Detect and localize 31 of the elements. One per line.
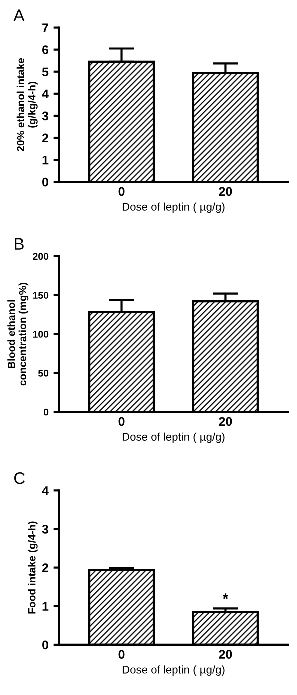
x-tick-label: 20 [219, 187, 232, 196]
y-tick-label: 0 [42, 178, 48, 187]
y-tick-label: 200 [33, 253, 49, 260]
y-tick-label: 3 [42, 525, 49, 534]
x-axis-title: Dose of leptin ( µg/g) [122, 202, 225, 214]
x-tick-label: 20 [219, 417, 232, 426]
y-tick-label: 5 [42, 68, 49, 77]
y-tick-label: 0 [44, 408, 49, 416]
x-axis-title: Dose of leptin ( µg/g) [122, 432, 225, 444]
annotation: * [222, 594, 229, 600]
y-axis-title: 20% ethanol intake (g/kg/4-h) [16, 58, 38, 152]
y-tick-label: 6 [42, 46, 49, 54]
y-tick-label: 100 [33, 331, 49, 338]
chart-title: C [14, 472, 26, 484]
y-axis-title: Food intake (g/4-h) [28, 522, 38, 614]
x-axis-title: Dose of leptin ( µg/g) [122, 666, 225, 676]
y-tick-label: 50 [38, 370, 49, 377]
y-tick-label: 1 [42, 156, 49, 165]
y-tick-label: 150 [33, 292, 49, 299]
y-tick-label: 3 [42, 112, 49, 121]
x-tick-label: 20 [219, 650, 232, 660]
y-tick-label: 2 [42, 134, 48, 143]
y-tick-label: 0 [42, 640, 48, 650]
chart-title: B [15, 238, 24, 250]
y-tick-label: 4 [42, 90, 49, 98]
y-tick-label: 2 [42, 564, 48, 572]
y-tick-label: 1 [42, 602, 49, 611]
chart-title: A [14, 10, 25, 22]
y-axis-title: Blood ethanol concentration (mg%) [8, 283, 29, 386]
y-tick-label: 4 [42, 486, 49, 496]
y-tick-label: 7 [42, 24, 48, 32]
